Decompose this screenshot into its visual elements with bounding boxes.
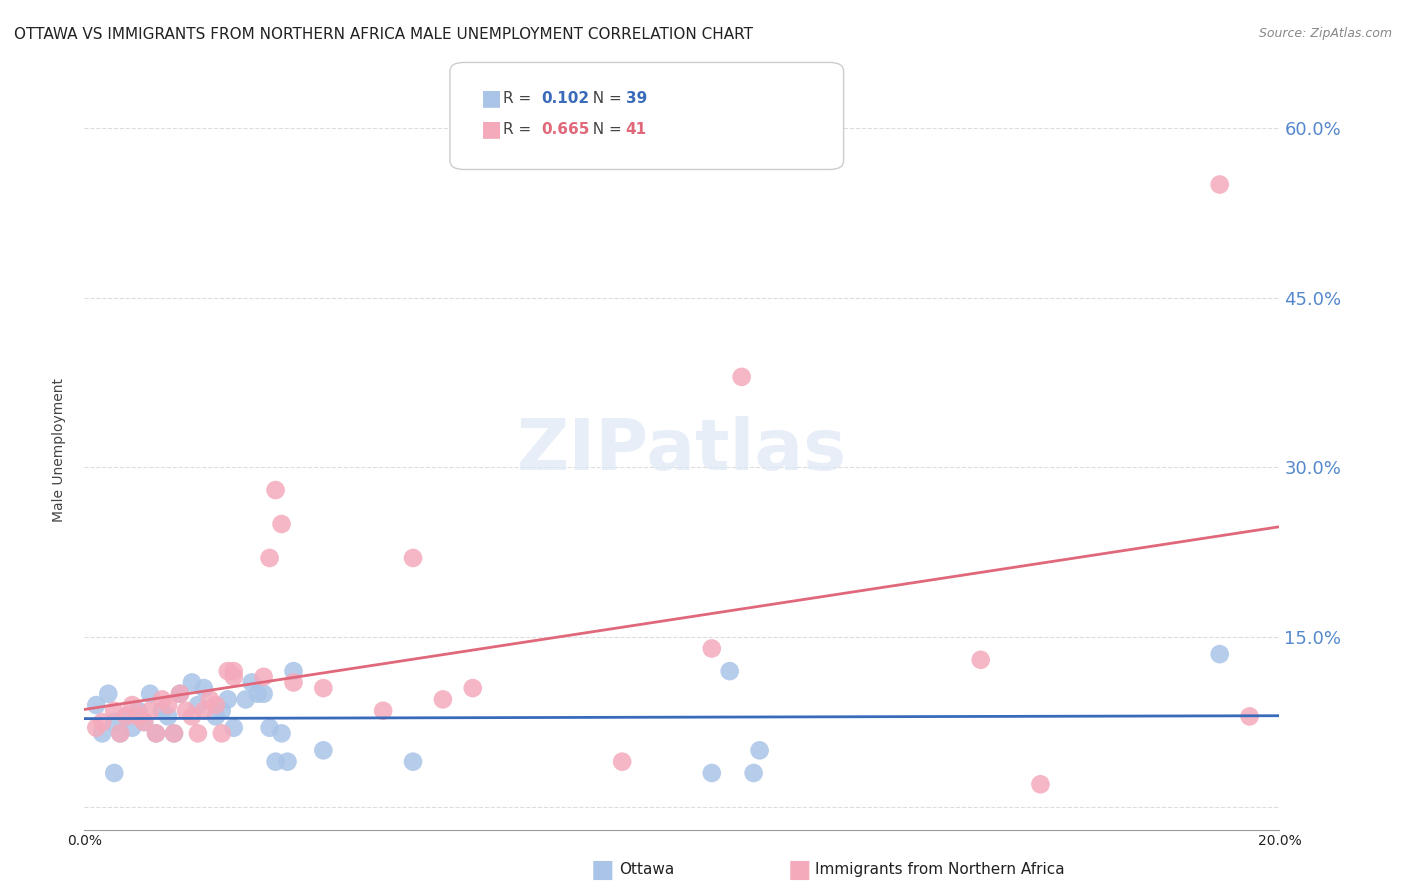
Point <box>1239 709 1261 723</box>
Point <box>259 721 281 735</box>
Point <box>139 704 162 718</box>
Point <box>748 743 770 757</box>
Y-axis label: Male Unemployment: Male Unemployment <box>52 378 66 523</box>
Point <box>277 755 299 769</box>
Point <box>174 704 197 718</box>
Point <box>700 641 723 656</box>
Point <box>264 755 287 769</box>
Point <box>612 755 634 769</box>
Point <box>157 698 180 712</box>
Point <box>211 726 233 740</box>
Point <box>1029 777 1052 791</box>
Point <box>91 726 114 740</box>
Point <box>198 692 221 706</box>
Point <box>127 704 149 718</box>
Point <box>86 721 108 735</box>
Point <box>86 698 108 712</box>
Point <box>150 704 173 718</box>
Point <box>169 687 191 701</box>
Point <box>283 664 305 678</box>
Point <box>970 653 993 667</box>
Point <box>432 692 454 706</box>
Point <box>193 704 215 718</box>
Point <box>240 675 263 690</box>
Point <box>163 726 186 740</box>
Point <box>110 726 132 740</box>
Point <box>259 551 281 566</box>
Point <box>91 714 114 729</box>
Text: Ottawa: Ottawa <box>619 863 673 877</box>
Point <box>115 709 138 723</box>
Point <box>157 709 180 723</box>
Point <box>217 664 239 678</box>
Point <box>97 687 120 701</box>
Point <box>270 516 292 531</box>
Point <box>187 726 209 740</box>
Point <box>718 664 741 678</box>
Text: ■: ■ <box>787 858 811 881</box>
Point <box>253 687 276 701</box>
Point <box>150 692 173 706</box>
Point <box>121 721 143 735</box>
Point <box>103 766 125 780</box>
Text: 39: 39 <box>626 91 647 105</box>
Point <box>700 766 723 780</box>
Point <box>115 709 138 723</box>
Point <box>205 698 228 712</box>
Point <box>222 721 245 735</box>
Point <box>205 709 228 723</box>
Point <box>222 664 245 678</box>
Point <box>181 675 204 690</box>
Point <box>742 766 765 780</box>
Point <box>373 704 395 718</box>
Text: ■: ■ <box>591 858 614 881</box>
Text: OTTAWA VS IMMIGRANTS FROM NORTHERN AFRICA MALE UNEMPLOYMENT CORRELATION CHART: OTTAWA VS IMMIGRANTS FROM NORTHERN AFRIC… <box>14 27 754 42</box>
Text: 41: 41 <box>626 122 647 136</box>
Text: ■: ■ <box>481 120 502 139</box>
Text: R =: R = <box>503 91 537 105</box>
Point <box>132 714 156 729</box>
Text: 0.665: 0.665 <box>541 122 589 136</box>
Point <box>127 709 149 723</box>
Point <box>1209 647 1232 661</box>
Point <box>253 670 276 684</box>
Point <box>461 681 484 695</box>
Point <box>312 681 335 695</box>
Point <box>222 670 245 684</box>
Point <box>283 675 305 690</box>
Text: N =: N = <box>583 91 627 105</box>
Point <box>132 714 156 729</box>
Point <box>312 743 335 757</box>
Point <box>270 726 292 740</box>
Point <box>169 687 191 701</box>
Point <box>103 714 125 729</box>
Point <box>110 726 132 740</box>
Point <box>187 698 209 712</box>
Point <box>181 709 204 723</box>
Point <box>402 551 425 566</box>
Point <box>1209 178 1232 192</box>
Point <box>264 483 287 497</box>
Text: 0.102: 0.102 <box>541 91 589 105</box>
Text: Immigrants from Northern Africa: Immigrants from Northern Africa <box>815 863 1066 877</box>
Point <box>145 726 167 740</box>
Text: ■: ■ <box>481 88 502 108</box>
Point <box>217 692 239 706</box>
Point <box>246 687 269 701</box>
Point <box>145 726 167 740</box>
Point <box>103 704 125 718</box>
Point <box>139 687 162 701</box>
Text: N =: N = <box>583 122 627 136</box>
Point <box>163 726 186 740</box>
Point <box>211 704 233 718</box>
Point <box>121 698 143 712</box>
Text: Source: ZipAtlas.com: Source: ZipAtlas.com <box>1258 27 1392 40</box>
Text: R =: R = <box>503 122 537 136</box>
Text: ZIPatlas: ZIPatlas <box>517 416 846 485</box>
Point <box>193 681 215 695</box>
Point <box>731 370 754 384</box>
Point <box>402 755 425 769</box>
Point <box>235 692 257 706</box>
